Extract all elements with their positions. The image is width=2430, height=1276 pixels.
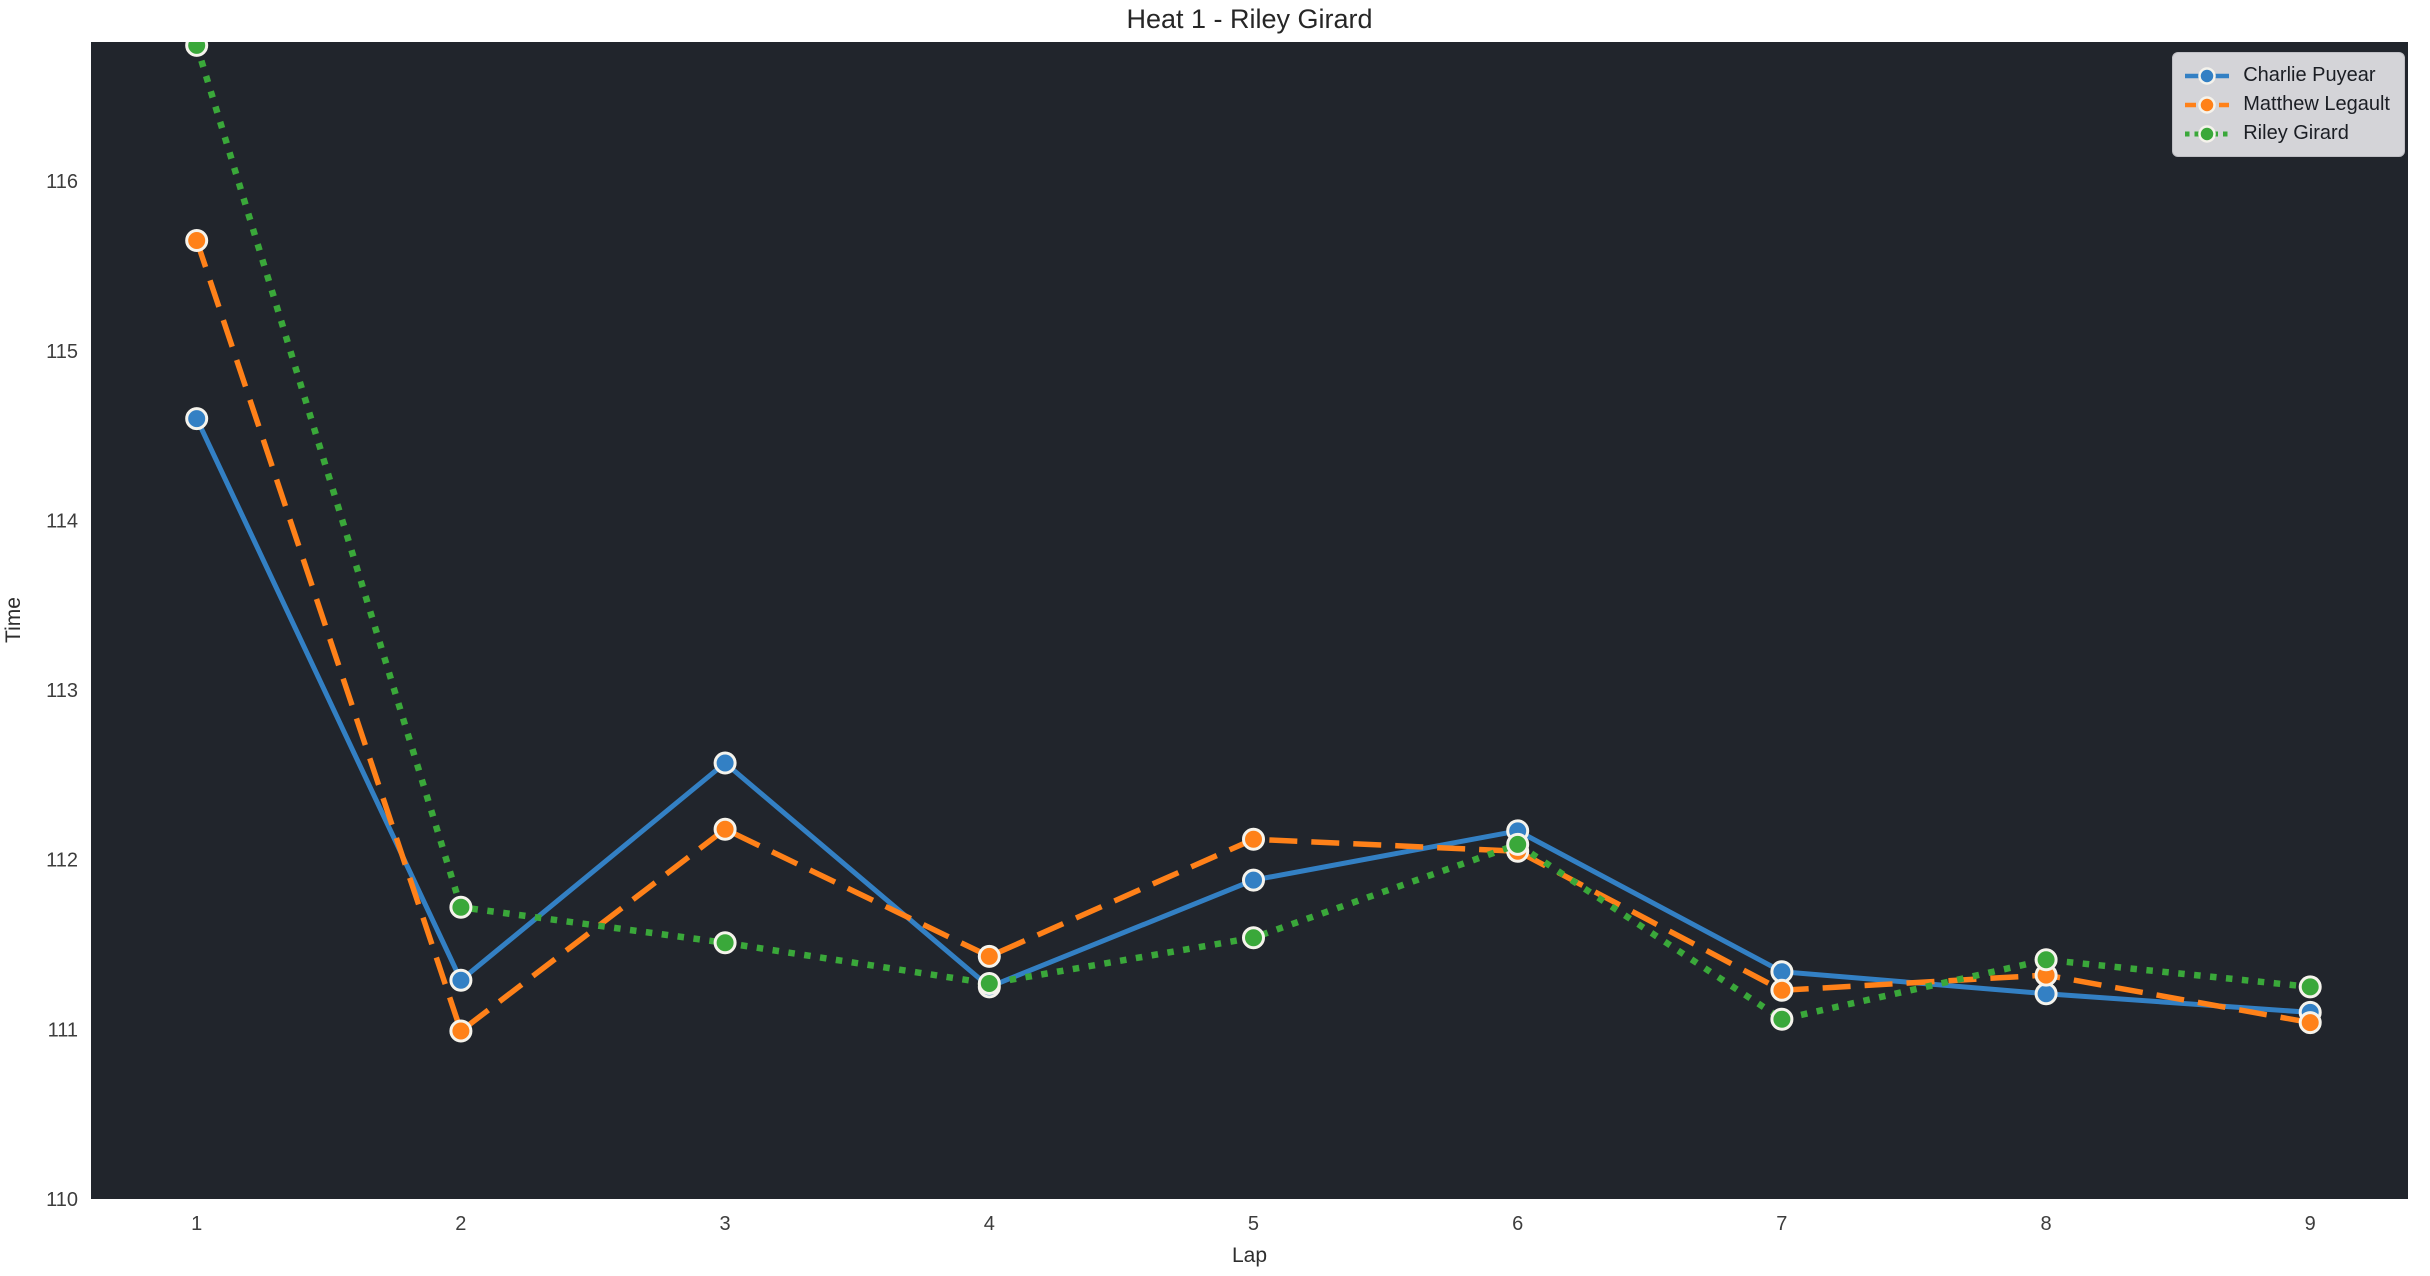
- legend: Charlie Puyear Matthew Legault Riley Girar…: [2172, 52, 2405, 157]
- legend-line-sample-icon: [2185, 124, 2230, 143]
- plot-area: [91, 42, 2408, 1199]
- data-point-matthew-legault: [185, 229, 209, 252]
- y-tick-label: 111: [48, 1019, 78, 1041]
- legend-label: Riley Girard: [2243, 122, 2349, 144]
- x-tick-label: 6: [1512, 1213, 1523, 1235]
- y-tick-label: 115: [46, 341, 78, 363]
- data-point-riley-girard: [2034, 948, 2058, 972]
- data-point-matthew-legault: [713, 817, 737, 841]
- x-tick-label: 4: [984, 1213, 995, 1235]
- data-point-matthew-legault: [2298, 1011, 2322, 1035]
- legend-label: Matthew Legault: [2243, 93, 2390, 115]
- y-tick-label: 113: [46, 680, 78, 702]
- x-tick-label: 3: [720, 1213, 731, 1235]
- data-point-matthew-legault: [977, 944, 1001, 968]
- data-point-riley-girard: [713, 931, 737, 955]
- data-point-riley-girard: [449, 895, 473, 919]
- data-point-riley-girard: [1770, 1007, 1794, 1031]
- legend-label: Charlie Puyear: [2243, 64, 2376, 86]
- data-point-charlie-puyear: [185, 407, 209, 431]
- data-point-riley-girard: [977, 972, 1001, 995]
- legend-item-riley-girard: Riley Girard: [2183, 119, 2390, 148]
- y-axis-label: Time: [2, 597, 25, 643]
- y-tick-label: 110: [46, 1189, 78, 1211]
- x-tick-label: 9: [2305, 1213, 2316, 1235]
- x-axis-label: Lap: [1231, 1244, 1268, 1267]
- legend-line-sample-icon: [2185, 66, 2230, 85]
- x-tick-label: 7: [1776, 1213, 1787, 1235]
- data-point-matthew-legault: [1770, 978, 1794, 1002]
- x-tick-label: 8: [2040, 1213, 2051, 1235]
- y-tick-label: 114: [46, 510, 78, 532]
- data-point-riley-girard: [185, 42, 209, 57]
- series-line-riley-girard: [193, 44, 2311, 1023]
- x-tick-label: 5: [1248, 1213, 1259, 1235]
- x-tick-label: 2: [455, 1213, 466, 1235]
- y-tick-label: 112: [46, 850, 78, 872]
- y-tick-label: 116: [46, 171, 78, 193]
- data-point-riley-girard: [1506, 832, 1530, 856]
- legend-item-charlie-puyear: Charlie Puyear: [2183, 61, 2390, 90]
- data-point-charlie-puyear: [2034, 982, 2058, 1006]
- data-point-charlie-puyear: [1242, 868, 1265, 892]
- legend-item-matthew-legault: Matthew Legault: [2183, 90, 2390, 119]
- legend-line-sample-icon: [2185, 95, 2230, 114]
- data-point-charlie-puyear: [449, 968, 473, 992]
- data-point-charlie-puyear: [1770, 960, 1794, 984]
- data-point-matthew-legault: [1242, 827, 1265, 851]
- data-point-riley-girard: [1242, 926, 1265, 950]
- x-tick-label: 1: [191, 1213, 202, 1235]
- data-point-riley-girard: [2298, 975, 2322, 999]
- data-point-charlie-puyear: [713, 751, 737, 775]
- chart-title: Heat 1 - Riley Girard: [1126, 4, 1373, 34]
- data-point-matthew-legault: [449, 1019, 473, 1043]
